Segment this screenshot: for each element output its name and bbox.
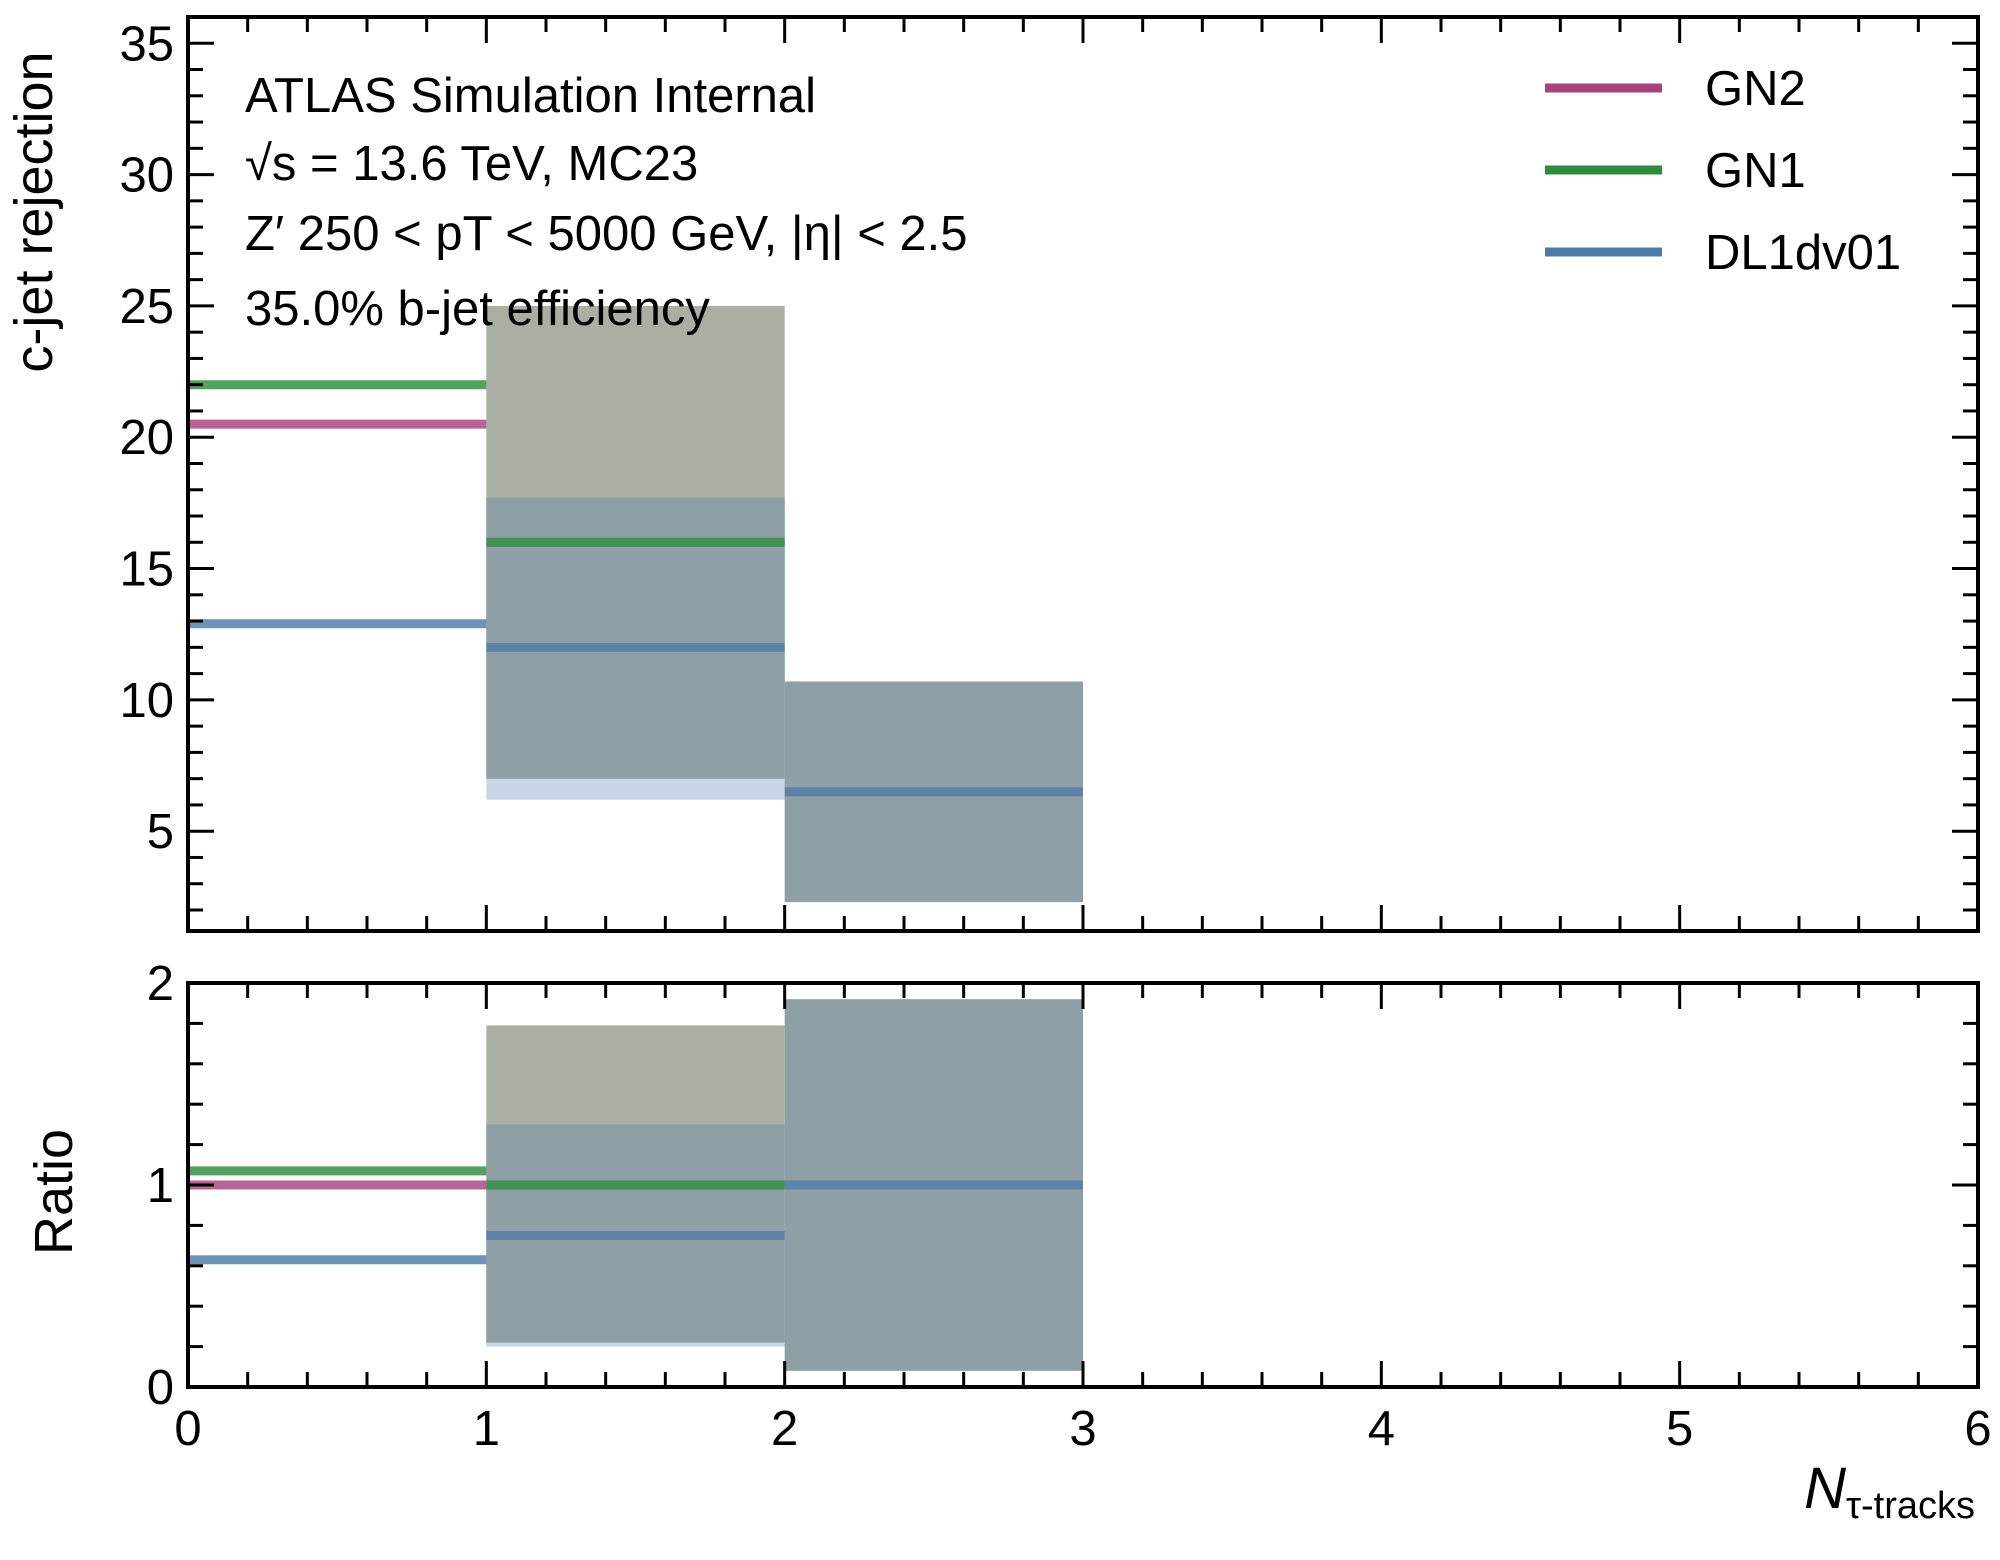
annotation-line-3: Z′ 250 < pT < 5000 GeV, |η| < 2.5 xyxy=(245,207,968,261)
main-y-axis-title: c-jet rejection xyxy=(4,51,64,372)
y-tick-label: 5 xyxy=(147,805,174,859)
ratio-y-axis-title: Ratio xyxy=(24,1129,84,1255)
x-tick-label: 6 xyxy=(1964,1402,1991,1456)
annotation-line-4: 35.0% b-jet efficiency xyxy=(245,282,710,336)
y-tick-label: 1 xyxy=(147,1159,174,1213)
x-axis-title-main: N xyxy=(1804,1456,1846,1521)
main-series-lines xyxy=(188,380,1083,797)
legend-label-gn2: GN2 xyxy=(1705,62,1806,116)
main-frame xyxy=(186,15,1980,933)
y-tick-label: 20 xyxy=(119,411,174,465)
annotation-line-1: ATLAS Simulation Internal xyxy=(245,69,816,123)
annotation-line-2: √s = 13.6 TeV, MC23 xyxy=(245,137,698,191)
y-tick-label: 25 xyxy=(119,280,174,334)
x-tick-label: 2 xyxy=(771,1402,798,1456)
x-tick-label: 1 xyxy=(473,1402,500,1456)
y-tick-label: 0 xyxy=(147,1361,174,1415)
y-tick-label: 10 xyxy=(119,674,174,728)
ratio-frame xyxy=(186,981,1980,1389)
x-tick-label: 5 xyxy=(1666,1402,1693,1456)
x-tick-label: 3 xyxy=(1069,1402,1096,1456)
annotation-block: ATLAS Simulation Internal √s = 13.6 TeV,… xyxy=(245,69,968,336)
y-tick-label: 2 xyxy=(147,957,174,1011)
main-uncertainty-bands xyxy=(486,305,1083,903)
x-tick-label: 0 xyxy=(174,1402,201,1456)
main-panel: 5 10 15 20 25 30 35 c-jet rejection ATLAS Simu… xyxy=(4,15,1980,933)
y-tick-label: 30 xyxy=(119,149,174,203)
ratio-panel: 0 1 2 0 1 2 3 4 5 6 Ratio Nτ-tracks xyxy=(24,957,1992,1527)
x-tick-label: 4 xyxy=(1368,1402,1395,1456)
legend-label-gn1: GN1 xyxy=(1705,144,1806,198)
x-axis-title: Nτ-tracks xyxy=(1804,1456,1975,1527)
legend-label-dl1dv01: DL1dv01 xyxy=(1705,226,1901,280)
ratio-axis-ticks: 0 1 2 0 1 2 3 4 5 6 xyxy=(147,957,1992,1456)
y-tick-label: 15 xyxy=(119,543,174,597)
x-axis-title-subscript: τ-tracks xyxy=(1846,1485,1975,1527)
y-tick-label: 35 xyxy=(119,17,174,71)
ratio-series-lines xyxy=(188,1166,1083,1265)
legend: GN2 GN1 DL1dv01 xyxy=(1545,62,1901,280)
